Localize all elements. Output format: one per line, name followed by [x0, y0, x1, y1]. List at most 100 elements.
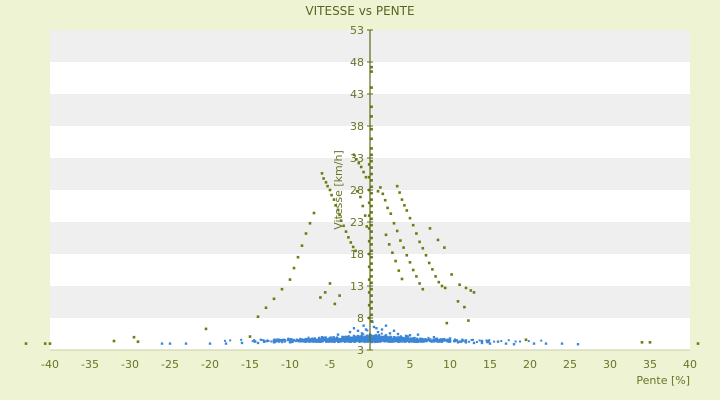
cloud-point	[399, 336, 402, 339]
data-point	[324, 181, 328, 184]
cloud-point	[447, 339, 450, 342]
data-point	[415, 232, 418, 235]
cloud-point	[427, 336, 430, 339]
cloud-point	[408, 341, 411, 344]
cloud-point	[322, 339, 325, 342]
cloud-point	[349, 340, 352, 343]
cloud-point	[367, 338, 370, 341]
data-point	[469, 289, 473, 292]
data-point	[370, 211, 373, 214]
cloud-point	[486, 341, 489, 344]
data-point	[370, 230, 373, 233]
x-tick-label: -25	[161, 358, 179, 371]
cloud-point	[446, 339, 449, 342]
cloud-point	[380, 336, 383, 339]
cloud-point	[360, 334, 363, 337]
x-tick-label: -10	[281, 358, 299, 371]
cloud-point	[419, 340, 422, 343]
cloud-marker	[408, 334, 412, 337]
cloud-point	[456, 339, 459, 342]
data-point	[367, 265, 371, 269]
data-point	[443, 286, 447, 290]
data-point	[370, 198, 373, 201]
cloud-point	[423, 340, 426, 343]
data-point	[443, 246, 446, 249]
y-tick-label: 33	[350, 152, 364, 165]
cloud-marker	[384, 334, 388, 337]
data-point	[359, 195, 362, 199]
cloud-point	[349, 338, 352, 341]
cloud-point	[353, 338, 356, 341]
cloud-point	[310, 337, 313, 340]
data-point	[363, 214, 367, 217]
cloud-point	[329, 338, 332, 341]
cloud-point	[430, 339, 433, 342]
cloud-point	[351, 338, 354, 341]
data-point	[434, 275, 437, 278]
cloud-point	[360, 340, 363, 343]
cloud-point	[514, 340, 517, 343]
cloud-marker	[384, 324, 388, 327]
cloud-point	[488, 339, 491, 342]
y-tick-label: 53	[350, 24, 364, 37]
cloud-marker	[320, 339, 324, 343]
cloud-point	[251, 340, 254, 343]
data-point	[132, 335, 136, 339]
data-point	[367, 201, 371, 205]
cloud-point	[323, 338, 326, 341]
cloud-point	[323, 336, 326, 339]
cloud-point	[382, 336, 385, 339]
cloud-marker	[288, 341, 292, 344]
data-point	[328, 282, 332, 285]
cloud-point	[307, 336, 310, 339]
cloud-marker	[348, 330, 352, 334]
cloud-point	[343, 339, 346, 342]
data-point	[427, 261, 431, 265]
cloud-point	[424, 338, 427, 341]
cloud-point	[240, 338, 243, 341]
cloud-point	[325, 339, 328, 342]
chart-title: VITESSE vs PENTE	[305, 4, 414, 18]
cloud-point	[391, 340, 394, 343]
cloud-point	[371, 340, 374, 343]
cloud-point	[446, 340, 449, 343]
data-point	[436, 238, 440, 242]
data-point	[323, 291, 327, 294]
data-point	[394, 259, 397, 263]
cloud-marker	[364, 328, 368, 331]
x-tick-label: 35	[643, 358, 657, 371]
x-tick-label: 30	[603, 358, 617, 371]
data-point	[370, 249, 373, 253]
cloud-marker	[432, 336, 436, 339]
cloud-marker	[424, 339, 428, 342]
cloud-point	[414, 339, 417, 342]
data-point	[347, 236, 350, 239]
data-point	[370, 159, 373, 163]
cloud-point	[527, 340, 530, 343]
cloud-point	[363, 337, 366, 340]
cloud-point	[404, 339, 407, 342]
data-point	[370, 243, 373, 246]
cloud-point	[328, 336, 331, 339]
data-point	[308, 221, 312, 225]
cloud-point	[377, 336, 380, 339]
data-point	[370, 127, 373, 131]
cloud-point	[346, 339, 349, 342]
cloud-point	[365, 338, 368, 341]
cloud-point	[342, 335, 345, 338]
cloud-point	[299, 340, 302, 343]
x-tick-label: -35	[81, 358, 99, 371]
data-point	[399, 239, 402, 242]
cloud-point	[303, 339, 306, 342]
y-tick-label: 3	[357, 344, 364, 357]
cloud-point	[374, 337, 377, 340]
cloud-point	[439, 338, 442, 341]
x-tick-label: 25	[563, 358, 577, 371]
cloud-point	[384, 336, 387, 339]
data-point	[304, 232, 308, 235]
cloud-marker	[336, 337, 340, 341]
cloud-marker	[392, 336, 396, 339]
data-point	[367, 227, 371, 230]
x-tick-label: 5	[407, 358, 414, 371]
